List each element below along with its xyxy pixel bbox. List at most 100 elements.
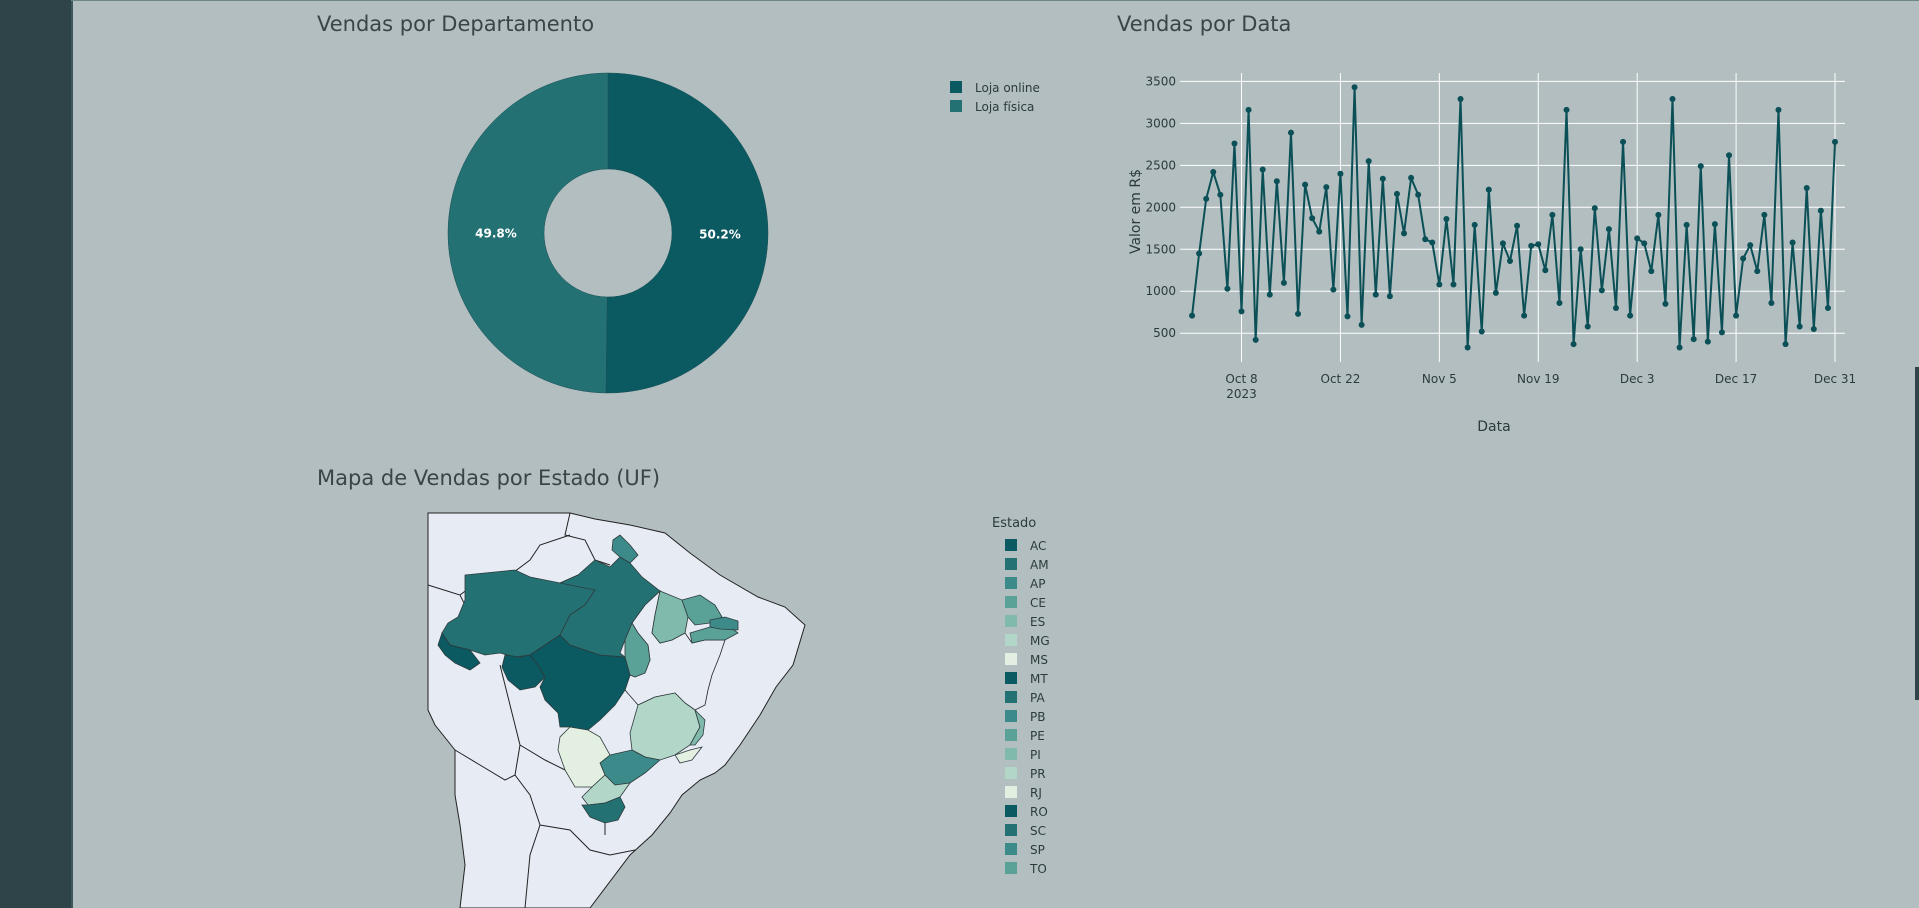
map-legend-label[interactable]: PB bbox=[1030, 710, 1045, 724]
map-legend-swatch[interactable] bbox=[1005, 615, 1017, 627]
data-point[interactable] bbox=[1280, 279, 1287, 286]
data-point[interactable] bbox=[1683, 221, 1690, 228]
data-point[interactable] bbox=[1295, 310, 1302, 317]
map-state-ap[interactable] bbox=[611, 534, 639, 564]
data-point[interactable] bbox=[1775, 106, 1782, 113]
data-point[interactable] bbox=[1676, 344, 1683, 351]
data-point[interactable] bbox=[1217, 191, 1224, 198]
data-point[interactable] bbox=[1245, 106, 1252, 113]
data-point[interactable] bbox=[1309, 215, 1316, 222]
map-legend-label[interactable]: AC bbox=[1030, 539, 1046, 553]
map-legend-swatch[interactable] bbox=[1005, 577, 1017, 589]
data-point[interactable] bbox=[1189, 312, 1196, 319]
data-point[interactable] bbox=[1379, 175, 1386, 182]
data-point[interactable] bbox=[1450, 281, 1457, 288]
data-point[interactable] bbox=[1443, 216, 1450, 223]
map-legend-label[interactable]: AM bbox=[1030, 558, 1049, 572]
data-point[interactable] bbox=[1224, 285, 1231, 292]
data-point[interactable] bbox=[1337, 170, 1344, 177]
map-legend-label[interactable]: TO bbox=[1029, 862, 1047, 876]
map-legend-label[interactable]: MT bbox=[1030, 672, 1048, 686]
data-point[interactable] bbox=[1754, 268, 1761, 275]
data-point[interactable] bbox=[1287, 129, 1294, 136]
data-point[interactable] bbox=[1316, 228, 1323, 235]
data-point[interactable] bbox=[1492, 289, 1499, 296]
data-point[interactable] bbox=[1259, 166, 1266, 173]
data-point[interactable] bbox=[1627, 312, 1634, 319]
legend-swatch[interactable] bbox=[950, 100, 962, 112]
data-point[interactable] bbox=[1457, 96, 1464, 103]
data-point[interactable] bbox=[1598, 287, 1605, 294]
data-point[interactable] bbox=[1365, 158, 1372, 165]
data-point[interactable] bbox=[1577, 246, 1584, 253]
data-point[interactable] bbox=[1612, 305, 1619, 312]
map-legend-label[interactable]: PE bbox=[1030, 729, 1045, 743]
donut-slice-0[interactable] bbox=[605, 72, 769, 394]
map-legend-label[interactable]: RO bbox=[1030, 805, 1048, 819]
data-point[interactable] bbox=[1514, 222, 1521, 229]
data-point[interactable] bbox=[1422, 236, 1429, 243]
data-point[interactable] bbox=[1521, 312, 1528, 319]
map-legend-swatch[interactable] bbox=[1005, 672, 1017, 684]
data-point[interactable] bbox=[1238, 308, 1245, 315]
map-state-rj[interactable] bbox=[674, 746, 704, 764]
map-legend-swatch[interactable] bbox=[1005, 767, 1017, 779]
data-point[interactable] bbox=[1641, 240, 1648, 247]
data-point[interactable] bbox=[1372, 291, 1379, 298]
map-legend-swatch[interactable] bbox=[1005, 558, 1017, 570]
data-point[interactable] bbox=[1605, 226, 1612, 233]
map-legend-swatch[interactable] bbox=[1005, 596, 1017, 608]
map-state-pb[interactable] bbox=[709, 616, 739, 631]
map-state-ac[interactable] bbox=[437, 632, 481, 671]
data-point[interactable] bbox=[1231, 140, 1238, 147]
map-legend-label[interactable]: ES bbox=[1030, 615, 1045, 629]
data-point[interactable] bbox=[1507, 258, 1513, 265]
map-legend-label[interactable]: PI bbox=[1030, 748, 1041, 762]
data-point[interactable] bbox=[1330, 286, 1337, 293]
data-point[interactable] bbox=[1535, 241, 1542, 248]
data-point[interactable] bbox=[1810, 326, 1817, 333]
data-point[interactable] bbox=[1620, 138, 1627, 145]
data-point[interactable] bbox=[1655, 211, 1662, 218]
data-point[interactable] bbox=[1782, 341, 1789, 348]
map-legend-swatch[interactable] bbox=[1005, 729, 1017, 741]
data-point[interactable] bbox=[1796, 323, 1803, 330]
map-legend-swatch[interactable] bbox=[1005, 805, 1017, 817]
data-point[interactable] bbox=[1591, 205, 1598, 212]
map-legend-swatch[interactable] bbox=[1005, 824, 1017, 836]
map-legend-swatch[interactable] bbox=[1005, 843, 1017, 855]
map-legend-swatch[interactable] bbox=[1005, 634, 1017, 646]
data-point[interactable] bbox=[1648, 268, 1655, 275]
donut-slice-1[interactable] bbox=[447, 72, 609, 394]
map-legend-label[interactable]: SC bbox=[1030, 824, 1046, 838]
data-point[interactable] bbox=[1302, 181, 1309, 188]
data-point[interactable] bbox=[1386, 293, 1393, 300]
data-point[interactable] bbox=[1401, 230, 1408, 237]
data-point[interactable] bbox=[1273, 178, 1280, 185]
data-point[interactable] bbox=[1697, 163, 1704, 170]
scrollbar-thumb[interactable] bbox=[1915, 367, 1919, 700]
legend-swatch[interactable] bbox=[950, 81, 962, 93]
map-state-to[interactable] bbox=[624, 622, 651, 678]
map-legend-label[interactable]: SP bbox=[1030, 843, 1045, 857]
map-state-ro[interactable] bbox=[501, 654, 546, 691]
data-point[interactable] bbox=[1817, 207, 1824, 214]
data-point[interactable] bbox=[1408, 174, 1415, 181]
data-point[interactable] bbox=[1358, 321, 1365, 328]
data-point[interactable] bbox=[1203, 195, 1210, 202]
data-point[interactable] bbox=[1634, 235, 1641, 242]
legend-label[interactable]: Loja física bbox=[975, 100, 1034, 114]
data-point[interactable] bbox=[1549, 211, 1556, 218]
data-point[interactable] bbox=[1393, 190, 1400, 197]
data-point[interactable] bbox=[1196, 250, 1203, 257]
data-point[interactable] bbox=[1570, 341, 1577, 348]
data-point[interactable] bbox=[1711, 221, 1718, 228]
map-legend-label[interactable]: MG bbox=[1030, 634, 1050, 648]
legend-label[interactable]: Loja online bbox=[975, 81, 1040, 95]
map-legend-label[interactable]: PA bbox=[1030, 691, 1045, 705]
data-point[interactable] bbox=[1415, 191, 1422, 198]
map-legend-swatch[interactable] bbox=[1005, 653, 1017, 665]
map-legend-swatch[interactable] bbox=[1005, 691, 1017, 703]
map-legend-label[interactable]: MS bbox=[1030, 653, 1048, 667]
data-point[interactable] bbox=[1704, 338, 1711, 345]
